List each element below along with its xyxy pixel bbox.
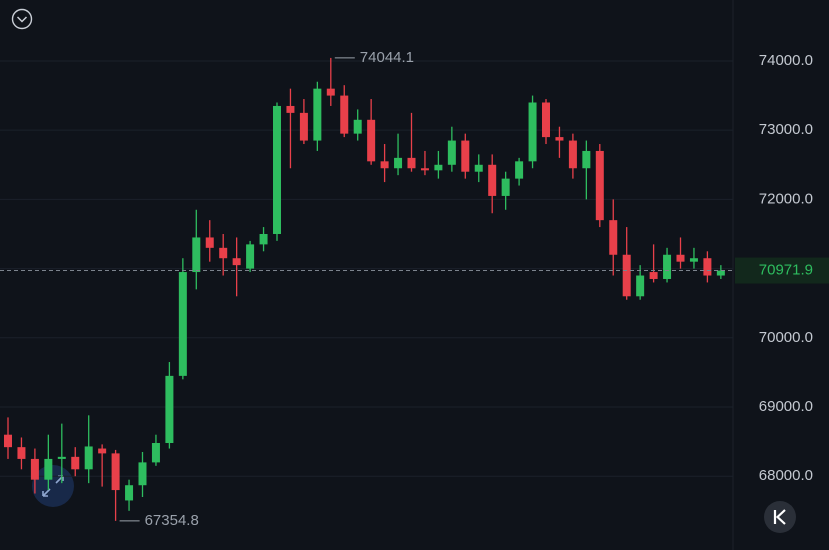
y-tick-label: 69000.0 bbox=[759, 398, 813, 415]
candle-body bbox=[246, 244, 255, 269]
candle-body bbox=[165, 375, 174, 444]
candle-body bbox=[286, 105, 295, 113]
candle-body bbox=[434, 164, 443, 171]
y-tick-label: 72000.0 bbox=[759, 190, 813, 207]
candle-body bbox=[205, 237, 214, 248]
candle-body bbox=[273, 105, 281, 234]
candle-body bbox=[501, 178, 510, 196]
candle-body bbox=[219, 247, 228, 259]
labels: 68000.069000.070000.071000.072000.073000… bbox=[0, 49, 829, 529]
y-tick-label: 74000.0 bbox=[759, 52, 813, 69]
candle-body bbox=[407, 157, 416, 169]
candle-body bbox=[138, 462, 147, 486]
candle-body bbox=[326, 88, 335, 96]
candle-body bbox=[595, 150, 604, 221]
candle-body bbox=[582, 150, 591, 169]
candle-body bbox=[420, 168, 429, 171]
last-price-label: 70971.9 bbox=[759, 262, 813, 279]
candles bbox=[4, 57, 725, 521]
candle-body bbox=[380, 161, 389, 169]
candle-body bbox=[568, 140, 577, 169]
candle-body bbox=[515, 161, 524, 179]
candle-body bbox=[125, 485, 134, 501]
candle-body bbox=[394, 157, 403, 169]
candle-body bbox=[703, 258, 712, 276]
candle-body bbox=[609, 220, 618, 255]
candle-body bbox=[232, 258, 241, 266]
candle-body bbox=[676, 254, 685, 262]
low-label: 67354.8 bbox=[145, 512, 199, 529]
candle-body bbox=[367, 119, 376, 162]
candle-body bbox=[71, 456, 80, 470]
candle-body bbox=[178, 272, 187, 376]
candle-body bbox=[649, 272, 658, 279]
candle-body bbox=[192, 237, 201, 273]
candle-body bbox=[259, 233, 268, 245]
candle-body bbox=[17, 447, 26, 459]
candle-body bbox=[30, 458, 39, 480]
candle-body bbox=[528, 102, 537, 162]
y-tick-label: 68000.0 bbox=[759, 467, 813, 484]
y-tick-label: 73000.0 bbox=[759, 121, 813, 138]
candle-body bbox=[4, 434, 12, 448]
candle-body bbox=[299, 112, 308, 141]
candle-body bbox=[84, 446, 93, 470]
candle-body bbox=[151, 443, 160, 463]
high-label: 74044.1 bbox=[360, 49, 414, 66]
candle-body bbox=[461, 140, 470, 172]
candle-body bbox=[636, 275, 645, 297]
y-tick-label: 70000.0 bbox=[759, 329, 813, 346]
candle-body bbox=[111, 453, 120, 491]
candle-body bbox=[622, 254, 631, 297]
k-button[interactable] bbox=[764, 501, 796, 533]
candle-body bbox=[353, 119, 362, 134]
candle-body bbox=[689, 258, 698, 262]
candle-body bbox=[663, 254, 672, 279]
expand-button[interactable] bbox=[32, 465, 74, 507]
candle-body bbox=[474, 164, 483, 172]
candle-body bbox=[447, 140, 456, 165]
candle-body bbox=[313, 88, 322, 141]
candle-body bbox=[488, 164, 497, 196]
last-price-tag bbox=[735, 257, 829, 284]
grid bbox=[0, 60, 733, 477]
candle-body bbox=[340, 95, 349, 134]
candle-body bbox=[542, 102, 550, 138]
candle-body bbox=[57, 456, 66, 459]
collapse-button[interactable] bbox=[11, 8, 33, 30]
candle-body bbox=[716, 270, 725, 276]
candle-body bbox=[98, 448, 107, 454]
candle-body bbox=[555, 137, 564, 141]
candle-body bbox=[44, 458, 53, 480]
